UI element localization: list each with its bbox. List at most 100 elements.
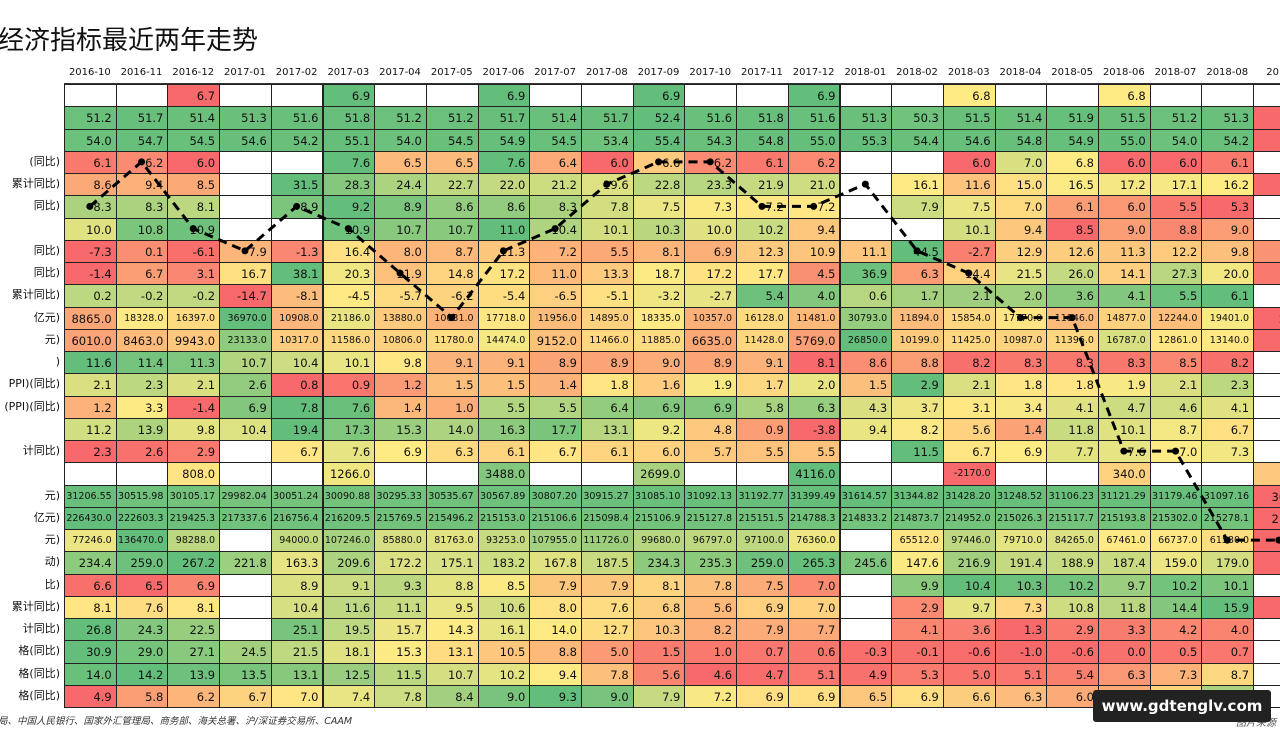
- table-cell: 9.4: [839, 417, 893, 441]
- table-cell: 2.1: [64, 373, 117, 397]
- watermark: www.gdtenglv.com: [1093, 690, 1271, 722]
- table-cell: 2.6: [219, 373, 272, 397]
- table-cell: 11.6: [942, 173, 996, 197]
- table-cell: 214952.0: [942, 506, 996, 530]
- table-cell: 51.9: [1046, 106, 1099, 130]
- table-cell: 55.0: [1098, 128, 1151, 152]
- table-cell: 6.9: [736, 684, 789, 708]
- table-cell: 97100.0: [736, 529, 789, 553]
- header-divider: [64, 83, 1280, 84]
- column-header: 2017-03: [327, 67, 370, 78]
- table-cell: 216209.5: [322, 506, 376, 530]
- table-cell: 9.3: [374, 573, 427, 597]
- table-cell: 8.0: [529, 595, 582, 619]
- table-cell: 1: [1253, 173, 1280, 197]
- table-cell: -2170.0: [942, 462, 996, 486]
- table-cell: 11.1: [374, 595, 427, 619]
- row-label: 格(同比): [0, 640, 64, 662]
- table-cell: 216.9: [942, 551, 996, 575]
- table-cell: -2.7: [684, 284, 738, 308]
- table-cell: 14.3: [425, 618, 479, 642]
- row-label: [0, 106, 64, 128]
- column-header: 2016-11: [120, 67, 163, 78]
- table-cell: 1.2: [374, 373, 427, 397]
- table-cell: 215106.9: [632, 506, 686, 530]
- row-label: [0, 129, 64, 151]
- table-cell: 6.0: [1098, 195, 1151, 219]
- table-cell: 11466.0: [581, 328, 634, 352]
- row-label: 元): [0, 485, 64, 507]
- table-cell: [115, 462, 169, 486]
- table-cell: 17770.0: [994, 306, 1048, 330]
- table-cell: 11.6: [64, 351, 117, 375]
- table-cell: 7.6: [322, 395, 376, 419]
- table-cell: 15.7: [374, 618, 427, 642]
- table-cell: 215302.0: [1149, 506, 1203, 530]
- table-cell: 17718.0: [477, 306, 531, 330]
- table-cell: 10.7: [374, 217, 427, 241]
- table-cell: 191.4: [994, 551, 1048, 575]
- table-cell: 16.5: [1046, 173, 1099, 197]
- table-cell: 6.9: [891, 684, 944, 708]
- table-cell: 0.8: [270, 373, 324, 397]
- table-cell: 147.6: [891, 551, 944, 575]
- table-cell: 31428.20: [942, 484, 996, 508]
- table-cell: 1.9: [684, 373, 738, 397]
- table-cell: 13.9: [115, 417, 169, 441]
- table-cell: 215151.5: [736, 506, 789, 530]
- table-cell: [839, 462, 893, 486]
- table-cell: -0.1: [891, 640, 944, 664]
- table-cell: [219, 84, 272, 108]
- table-cell: 222603.3: [115, 506, 169, 530]
- table-cell: 1.4: [994, 417, 1048, 441]
- table-cell: [1253, 284, 1280, 308]
- table-cell: 6.5: [839, 684, 893, 708]
- table-cell: 7.9: [632, 684, 686, 708]
- table-cell: 8.9: [270, 195, 324, 219]
- column-header: 2017-06: [482, 67, 525, 78]
- table-cell: 54.9: [477, 128, 531, 152]
- table-cell: 8.6: [839, 351, 893, 375]
- table-cell: 6.0: [1098, 150, 1151, 174]
- table-cell: 8.4: [425, 684, 479, 708]
- table-cell: [1253, 150, 1280, 174]
- table-cell: 111726.0: [581, 529, 634, 553]
- table-cell: 4.3: [839, 395, 893, 419]
- table-cell: 27.1: [167, 640, 221, 664]
- table-cell: 21.5: [994, 262, 1048, 286]
- table-cell: 77246.0: [64, 529, 117, 553]
- table-cell: 55.0: [787, 128, 841, 152]
- table-cell: 4116.0: [787, 462, 841, 486]
- row-label-text: 元): [44, 488, 60, 502]
- column-header: 2018-02: [896, 67, 938, 78]
- table-cell: 15854.0: [942, 306, 996, 330]
- table-cell: 14.0: [529, 618, 582, 642]
- table-cell: 31085.10: [632, 484, 686, 508]
- table-cell: 14.0: [425, 417, 479, 441]
- table-cell: 6.1: [477, 440, 531, 464]
- table-cell: [994, 462, 1048, 486]
- table-cell: 9.2: [322, 195, 376, 219]
- table-cell: 16397.0: [167, 306, 221, 330]
- table-cell: 10.2: [1046, 573, 1099, 597]
- table-cell: 9.1: [322, 573, 376, 597]
- column-header: 2016-12: [172, 67, 215, 78]
- table-cell: 54.2: [270, 128, 324, 152]
- table-cell: 3.1: [167, 262, 221, 286]
- table-cell: 5: [1253, 128, 1280, 152]
- table-cell: 51.6: [270, 106, 324, 130]
- table-cell: 9.0: [632, 351, 686, 375]
- table-cell: 19.6: [581, 173, 634, 197]
- table-cell: 5.3: [891, 662, 944, 686]
- table-cell: [684, 462, 738, 486]
- table-cell: [115, 84, 169, 108]
- table-cell: 8.3: [115, 195, 169, 219]
- table-cell: 10.9: [322, 217, 376, 241]
- table-cell: 497: [1253, 529, 1280, 553]
- table-cell: 7.3: [684, 195, 738, 219]
- table-cell: 6.4: [581, 395, 634, 419]
- table-cell: 10199.0: [891, 328, 944, 352]
- table-cell: 221.8: [219, 551, 272, 575]
- table-cell: 215193.8: [1098, 506, 1151, 530]
